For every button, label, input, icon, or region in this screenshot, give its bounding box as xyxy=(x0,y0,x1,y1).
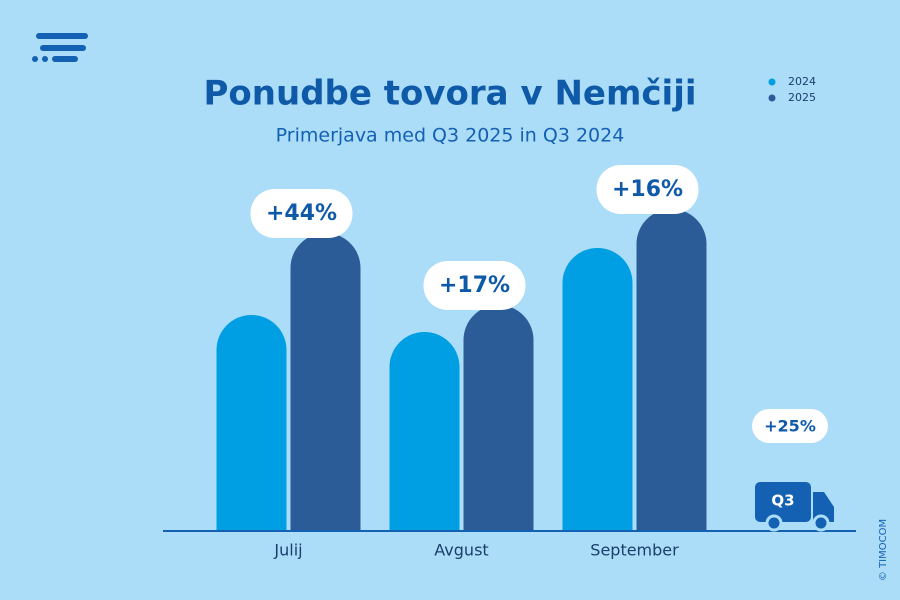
change-bubble xyxy=(423,261,526,310)
legend-label: 2025 xyxy=(788,91,816,104)
truck-label: Q3 xyxy=(771,492,794,510)
truck-wheel xyxy=(812,514,830,532)
bar xyxy=(463,305,534,531)
legend-label: 2024 xyxy=(788,75,816,88)
legend-swatch xyxy=(768,78,776,86)
x-tick-label: September xyxy=(590,541,679,560)
truck-cab xyxy=(813,492,834,522)
x-tick-label: Avgust xyxy=(434,541,488,560)
total-bubble xyxy=(752,409,828,443)
change-label: +16% xyxy=(612,177,683,202)
truck-body xyxy=(755,482,811,522)
chart-title: Ponudbe tovora v Nemčiji xyxy=(204,74,697,114)
chart-subtitle: Primerjava med Q3 2025 in Q3 2024 xyxy=(276,125,625,147)
total-label: +25% xyxy=(764,417,816,436)
bar xyxy=(636,209,707,531)
change-label: +17% xyxy=(439,273,510,298)
bar xyxy=(216,315,287,531)
change-label: +44% xyxy=(266,201,337,226)
legend-swatch xyxy=(768,94,776,102)
bar xyxy=(562,248,633,531)
truck-icon xyxy=(755,482,834,532)
logo xyxy=(32,33,88,62)
bar xyxy=(389,332,460,531)
credit: © TIMOCOM xyxy=(878,519,889,581)
change-bubble xyxy=(250,189,353,238)
x-tick-label: Julij xyxy=(273,541,302,560)
truck-wheel xyxy=(765,514,783,532)
change-bubble xyxy=(596,165,699,214)
bar xyxy=(290,233,361,532)
